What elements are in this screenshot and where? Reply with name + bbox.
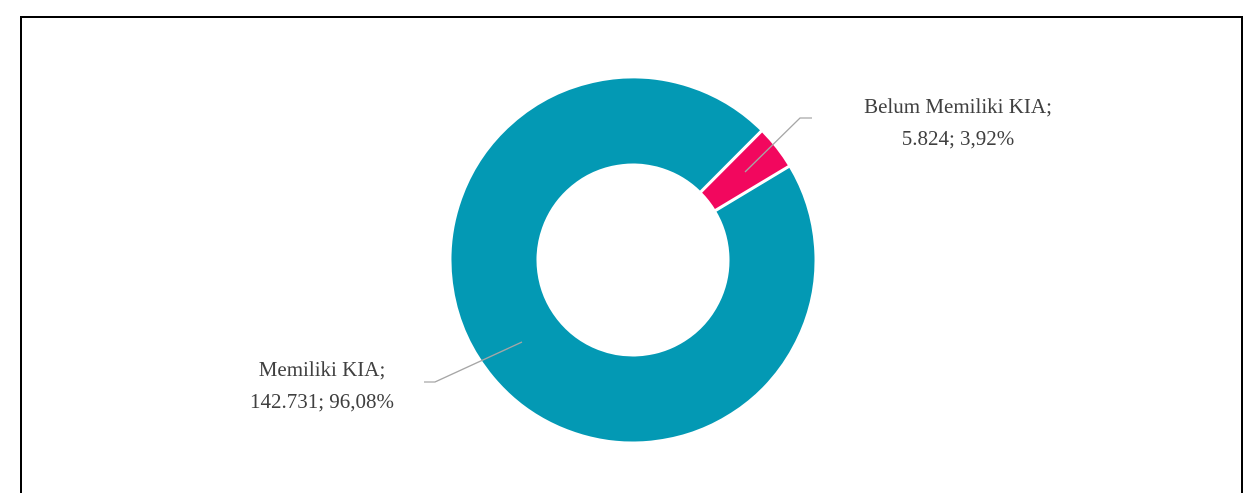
leader-line — [744, 117, 812, 173]
data-label: Belum Memiliki KIA; — [864, 94, 1052, 118]
leader-line — [424, 341, 523, 383]
data-label: Memiliki KIA; — [259, 357, 386, 381]
data-label: 5.824; 3,92% — [902, 126, 1015, 150]
donut-slice — [448, 75, 818, 445]
frame — [20, 16, 1243, 493]
data-label: 142.731; 96,08% — [250, 389, 394, 413]
